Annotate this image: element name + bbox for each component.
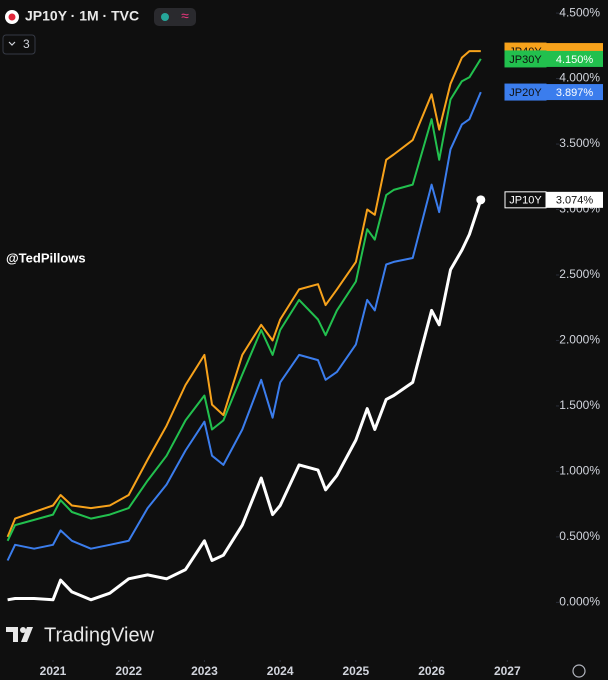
logo-text: TradingView (44, 624, 155, 646)
y-tick-label: 1.500% (559, 398, 600, 412)
series-line (7, 199, 483, 602)
status-pill (154, 8, 196, 26)
indicator-toggle[interactable] (2, 34, 36, 55)
x-tick-label: 2024 (267, 664, 294, 678)
x-tick-label: 2027 (494, 664, 521, 678)
legend-label: JP30Y (509, 54, 542, 66)
tag-value-box (546, 191, 603, 208)
x-tick-label: 2022 (115, 664, 142, 678)
settings-icon[interactable] (572, 664, 586, 678)
indicator-count: 3 (23, 37, 30, 51)
logo-dot (20, 627, 26, 633)
chevron (8, 41, 16, 46)
y-tick-label: 0.500% (559, 529, 600, 543)
value-label: 4.150% (556, 54, 594, 66)
series-line (6, 50, 481, 538)
overlay: JP10Y · 1M · TVC ≈ 3 @TedPillows Trading… (2, 8, 586, 678)
y-tick-label: 4.500% (559, 5, 600, 19)
status-dot (161, 13, 169, 21)
watermark: @TedPillows (6, 250, 86, 265)
y-tick-label: 1.000% (559, 464, 600, 478)
y-tick-label: 0.000% (559, 595, 600, 609)
flag-dot (8, 13, 16, 21)
value-label: 3.074% (556, 195, 594, 207)
last-point (476, 195, 486, 205)
y-tick-label: 2.000% (559, 333, 600, 347)
symbol-title: JP10Y · 1M · TVC (25, 8, 139, 24)
tag-value-box (546, 50, 603, 67)
x-tick-label: 2025 (343, 664, 370, 678)
logo-slash (21, 627, 33, 642)
series-line (6, 91, 482, 561)
x-tick-label: 2021 (40, 664, 67, 678)
tag-value-box (546, 84, 603, 101)
value-label: 3.897% (556, 87, 594, 99)
x-tick-label: 2026 (418, 664, 445, 678)
plot-area: 0.000%0.500%1.000%1.500%2.000%2.500%3.00… (6, 5, 603, 678)
y-tick-label: 3.500% (559, 136, 600, 150)
y-tick-label: 2.500% (559, 267, 600, 281)
y-tick-label: 4.000% (559, 71, 600, 85)
logo: TradingView (6, 624, 155, 646)
series-line (6, 58, 482, 542)
status-icon: ≈ (181, 8, 189, 24)
legend-label: JP20Y (509, 87, 542, 99)
logo-mark (6, 627, 18, 642)
legend-label: JP10Y (509, 195, 542, 207)
x-tick-label: 2023 (191, 664, 218, 678)
